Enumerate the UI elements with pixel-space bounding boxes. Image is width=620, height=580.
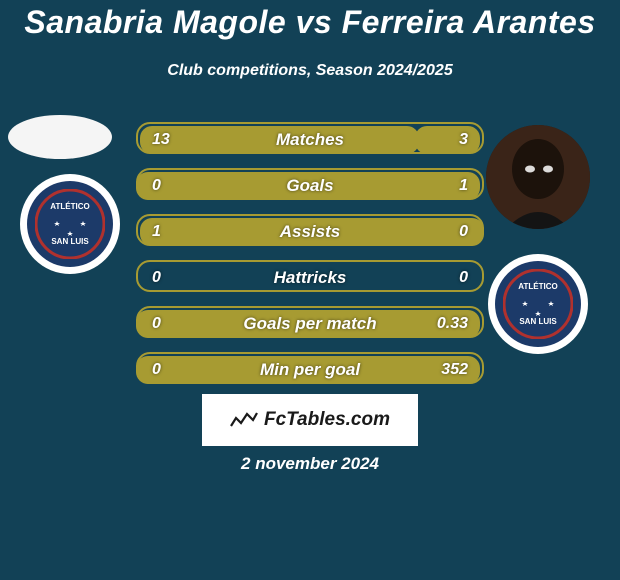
club-badge-right: ATLÉTICO SAN LUIS [488,254,588,354]
club-badge-right-label: ATLÉTICO SAN LUIS [495,261,581,347]
player-left-avatar [8,115,112,159]
stats-container: 133Matches 01Goals 10Assists 00Hattricks 00.… [136,122,484,398]
stat-label: Goals [138,170,482,202]
date-label: 2 november 2024 [0,454,620,474]
club-badge-left-label: ATLÉTICO SAN LUIS [27,181,113,267]
stat-row: 133Matches [136,122,484,154]
page-title: Sanabria Magole vs Ferreira Arantes [0,4,620,41]
stat-label: Min per goal [138,354,482,386]
stat-row: 00.33Goals per match [136,306,484,338]
brand-label: FcTables.com [264,409,390,431]
player-silhouette-icon [486,125,590,229]
svg-text:SAN LUIS: SAN LUIS [51,237,89,246]
stat-label: Assists [138,216,482,248]
comparison-card: Sanabria Magole vs Ferreira Arantes Club… [0,0,620,580]
club-crest-icon: ATLÉTICO SAN LUIS [503,269,573,339]
stat-row: 01Goals [136,168,484,200]
stat-label: Matches [138,124,482,156]
stat-label: Goals per match [138,308,482,340]
stat-row: 0352Min per goal [136,352,484,384]
club-badge-left: ATLÉTICO SAN LUIS [20,174,120,274]
subtitle: Club competitions, Season 2024/2025 [0,62,620,80]
stat-row: 10Assists [136,214,484,246]
brand-box: FcTables.com [202,394,418,446]
player-right-avatar [486,125,590,229]
stat-row: 00Hattricks [136,260,484,292]
svg-text:SAN LUIS: SAN LUIS [519,317,557,326]
brand-logo-icon [230,410,258,430]
club-crest-icon: ATLÉTICO SAN LUIS [35,189,105,259]
svg-text:ATLÉTICO: ATLÉTICO [50,202,89,211]
svg-text:ATLÉTICO: ATLÉTICO [518,282,557,291]
stat-label: Hattricks [138,262,482,294]
